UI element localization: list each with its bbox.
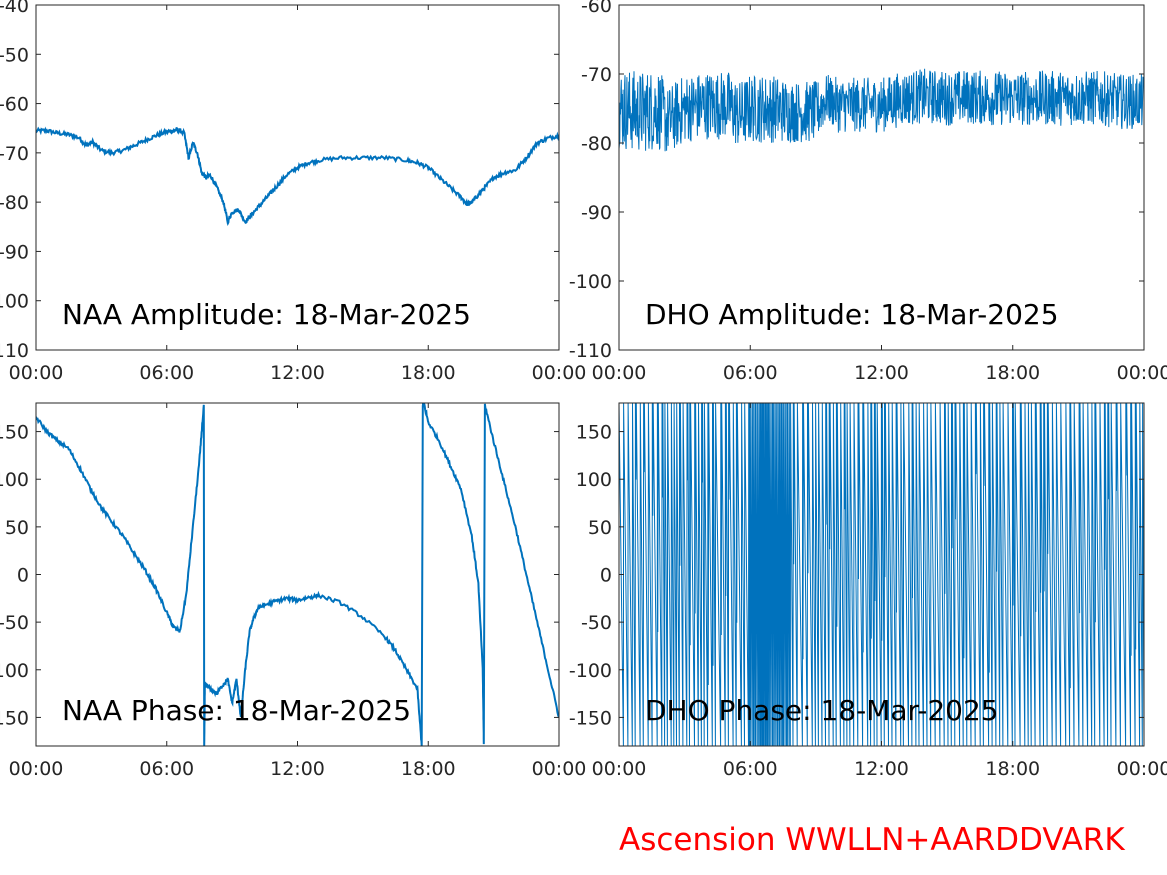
y-tick-label: -40 — [0, 0, 29, 17]
x-tick-label: 00:00 — [532, 758, 587, 780]
y-tick-label: -70 — [581, 64, 612, 86]
data-line — [36, 126, 559, 227]
chart-panel-2: 00:00 06:00 12:00 18:00 00:00 -60 -70 -80 -90 -10… — [569, 0, 1167, 384]
y-tick-label: -60 — [581, 0, 612, 17]
x-tick-label: 00:00 — [592, 758, 647, 780]
x-tick-label: 12:00 — [854, 362, 909, 384]
x-tick-label: 00:00 — [9, 362, 64, 384]
x-tick-label: 00:00 — [1117, 758, 1167, 780]
chart-panel-3: 00:00 06:00 12:00 18:00 00:00 150 100 50 0 -50 -10… — [0, 402, 586, 780]
series-line — [36, 126, 559, 227]
data-line — [619, 403, 1144, 746]
chart-title: DHO Amplitude: 18-Mar-2025 — [645, 298, 1059, 331]
series-line — [619, 403, 1144, 746]
x-tick-label: 06:00 — [139, 758, 194, 780]
x-tick-label: 12:00 — [270, 758, 325, 780]
y-tick-label: -90 — [581, 202, 612, 224]
chart-title: NAA Phase: 18-Mar-2025 — [62, 694, 411, 727]
x-tick-label: 12:00 — [854, 758, 909, 780]
y-tick-label: -150 — [0, 707, 29, 729]
y-tick-label: -70 — [0, 143, 29, 165]
series-line — [619, 68, 1144, 152]
x-tick-label: 18:00 — [401, 362, 456, 384]
x-tick-label: 12:00 — [270, 362, 325, 384]
x-tick-label: 00:00 — [1117, 362, 1167, 384]
y-tick-label: -150 — [569, 707, 612, 729]
y-tick-label: 150 — [0, 422, 29, 444]
y-tick-label: -50 — [0, 44, 29, 66]
x-tick-label: 00:00 — [532, 362, 587, 384]
data-line — [619, 68, 1144, 152]
data-line — [36, 403, 559, 746]
y-tick-label: 0 — [600, 565, 612, 587]
x-tick-label: 00:00 — [592, 362, 647, 384]
y-tick-label: -100 — [569, 660, 612, 682]
y-tick-label: -110 — [0, 340, 29, 362]
x-tick-label: 06:00 — [139, 362, 194, 384]
y-tick-label: -50 — [581, 612, 612, 634]
footer-label: Ascension WWLLN+AARDDVARK — [619, 822, 1125, 858]
x-tick-label: 00:00 — [9, 758, 64, 780]
chart-title: NAA Amplitude: 18-Mar-2025 — [62, 298, 471, 331]
chart-panel-1: 00:00 06:00 12:00 18:00 00:00 -40 -50 -60 -70 -80… — [0, 0, 586, 384]
y-tick-label: -80 — [581, 133, 612, 155]
y-tick-label: -100 — [569, 271, 612, 293]
x-tick-label: 18:00 — [401, 758, 456, 780]
y-tick-label: -90 — [0, 241, 29, 263]
y-tick-label: 100 — [576, 469, 612, 491]
y-tick-label: -80 — [0, 192, 29, 214]
y-tick-label: -60 — [0, 94, 29, 116]
chart-panel-4: 00:00 06:00 12:00 18:00 00:00 150 100 50 0 -50 -10… — [569, 402, 1167, 780]
y-tick-label: 50 — [588, 517, 612, 539]
y-tick-label: 50 — [5, 517, 29, 539]
y-tick-label: 100 — [0, 469, 29, 491]
y-tick-label: -50 — [0, 612, 29, 634]
x-tick-label: 18:00 — [985, 362, 1040, 384]
series-line — [36, 403, 559, 746]
y-tick-label: -110 — [569, 340, 612, 362]
y-tick-label: 0 — [17, 565, 29, 587]
x-tick-label: 06:00 — [723, 758, 778, 780]
x-tick-label: 06:00 — [723, 362, 778, 384]
y-tick-label: -100 — [0, 291, 29, 313]
x-tick-label: 18:00 — [985, 758, 1040, 780]
chart-title: DHO Phase: 18-Mar-2025 — [645, 694, 999, 727]
y-tick-label: 150 — [576, 422, 612, 444]
y-tick-label: -100 — [0, 660, 29, 682]
